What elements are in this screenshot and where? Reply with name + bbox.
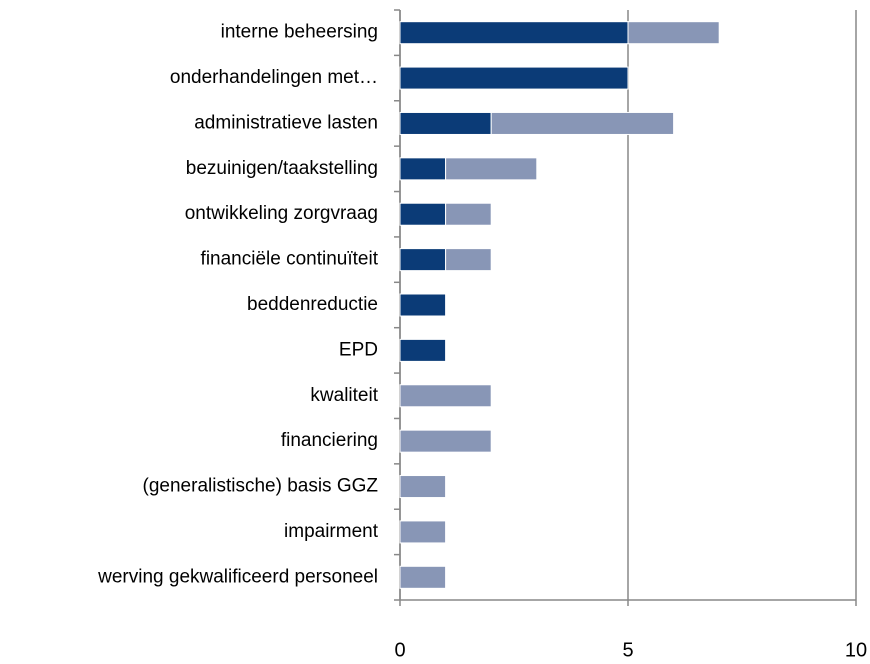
y-tick-label: kwaliteit	[310, 385, 378, 406]
y-tick-label: bezuinigen/taakstelling	[186, 158, 378, 179]
y-tick-label: financiering	[281, 430, 378, 451]
bar	[399, 248, 447, 272]
y-tick-label: financiële continuïteit	[201, 249, 379, 270]
bar	[399, 338, 447, 362]
bar	[445, 157, 538, 181]
bar	[399, 66, 629, 90]
x-tick-label: 5	[622, 639, 633, 661]
y-tick-label: beddenreductie	[247, 294, 378, 315]
y-tick-label: interne beheersing	[221, 22, 378, 43]
bar	[399, 202, 447, 226]
y-tick-label: EPD	[339, 339, 378, 360]
bar	[399, 157, 447, 181]
bar	[399, 111, 492, 135]
bar	[445, 202, 492, 226]
bar	[490, 111, 675, 135]
x-tick-label: 0	[394, 639, 405, 661]
y-tick-label: administratieve lasten	[194, 112, 378, 133]
bar	[399, 520, 447, 544]
bar	[445, 248, 492, 272]
y-tick-label: onderhandelingen met…	[170, 67, 378, 88]
bar	[399, 21, 629, 45]
y-tick-label: impairment	[284, 521, 379, 542]
bar	[399, 565, 447, 589]
bar	[399, 429, 492, 453]
y-tick-label: werving gekwalificeerd personeel	[97, 566, 378, 587]
x-tick-label: 10	[845, 639, 867, 661]
bar	[399, 475, 447, 499]
bar	[399, 384, 492, 408]
bar	[627, 21, 720, 45]
y-tick-label: (generalistische) basis GGZ	[143, 476, 379, 497]
bar	[399, 293, 447, 317]
y-tick-label: ontwikkeling zorgvraag	[185, 203, 378, 224]
